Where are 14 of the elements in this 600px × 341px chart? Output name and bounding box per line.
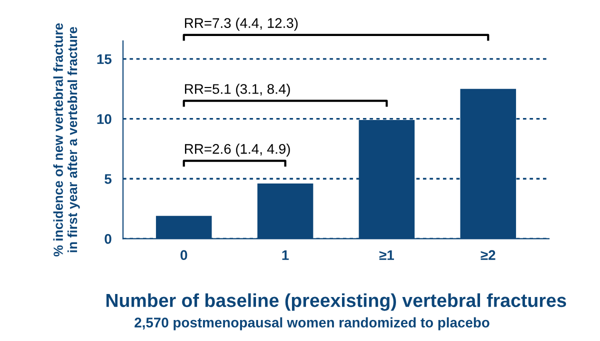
- x-tick-label: 0: [180, 250, 188, 260]
- annotation: RR=5.1 (3.1, 8.4): [184, 84, 290, 97]
- x-tick-label: ≥2: [480, 250, 496, 260]
- x-tick-label: ≥1: [379, 250, 394, 260]
- y-tick-label: 15: [97, 54, 112, 64]
- annotation: RR=2.6 (1.4, 4.9): [184, 144, 290, 157]
- text: 2,570 postmenopausal women randomized to placebo: [134, 317, 490, 330]
- y-tick-label: 5: [104, 174, 112, 184]
- y-axis-title: % incidence of new vertebral fracture in first year after a vertebral fracture: [53, 23, 80, 256]
- text: RR=7.3 (4.4, 12.3): [184, 18, 298, 31]
- x-axis-title: Number of baseline (preexisting) vertebral fractures: [106, 293, 566, 311]
- y-tick-label: 0: [104, 234, 112, 244]
- y-tick-label: 10: [97, 114, 112, 124]
- x-tick-label: 1: [282, 250, 289, 260]
